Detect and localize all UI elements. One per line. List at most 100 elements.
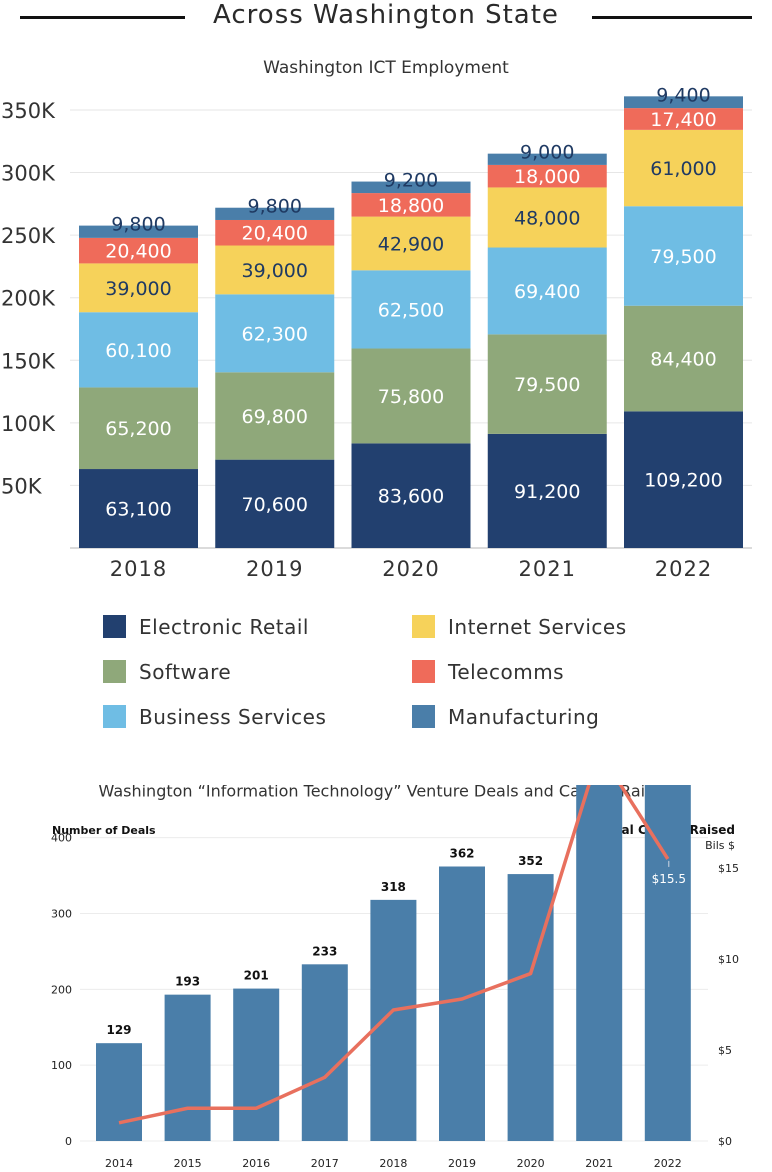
ict-data-label: 9,800: [248, 196, 302, 218]
ict-bar-segment: [487, 164, 607, 188]
venture-bar-label: 129: [106, 1023, 131, 1037]
venture-bar: [439, 866, 485, 1141]
page-title: Across Washington State: [213, 0, 559, 30]
venture-x-tick-label: 2017: [311, 1157, 339, 1170]
venture-bar-label: 318: [381, 880, 406, 894]
ict-data-label: 84,400: [650, 349, 716, 371]
ict-data-label: 109,200: [644, 470, 723, 492]
venture-deals-chart: Washington “Information Technology” Vent…: [51, 785, 739, 1170]
ict-bar-segment: [79, 225, 198, 238]
ict-data-label: 9,800: [111, 214, 165, 236]
ict-legend-item: Software: [103, 660, 231, 684]
ict-bar-segment: [624, 206, 743, 306]
ict-legend-item: Business Services: [103, 705, 326, 729]
ict-legend-label: Manufacturing: [448, 705, 599, 729]
ict-legend-swatch: [103, 615, 126, 638]
venture-bar-label: 193: [175, 975, 200, 989]
ict-y-tick-label: 250K: [1, 224, 56, 248]
venture-x-tick-label: 2018: [379, 1157, 407, 1170]
venture-x-tick-label: 2019: [448, 1157, 476, 1170]
ict-data-label: 20,400: [105, 241, 171, 263]
ict-bar-segment: [79, 312, 198, 388]
ict-bar-segment: [624, 411, 743, 548]
venture-bar: [164, 994, 211, 1141]
ict-bar-segment: [79, 469, 198, 548]
left-y-tick-label: 100: [51, 1059, 72, 1072]
right-y-tick-label: $15: [718, 862, 739, 875]
ict-bar-segment: [487, 247, 607, 335]
ict-chart-title: Washington ICT Employment: [263, 58, 509, 78]
capital-annotation: $15.5: [652, 872, 686, 886]
ict-bar-segment: [487, 433, 607, 548]
ict-legend-swatch: [103, 660, 126, 683]
ict-bar-segment: [624, 96, 743, 109]
venture-bar: [233, 988, 280, 1141]
ict-bar-segment: [351, 443, 471, 548]
ict-y-tick-label: 50K: [1, 474, 43, 498]
ict-legend-swatch: [412, 660, 435, 683]
ict-data-label: 48,000: [514, 207, 580, 229]
page-header: Across Washington State: [0, 0, 772, 40]
ict-bar-segment: [351, 216, 471, 271]
ict-data-label: 69,400: [514, 281, 580, 303]
venture-x-tick-label: 2021: [585, 1157, 613, 1170]
ict-data-label: 69,800: [242, 406, 308, 428]
ict-bar-segment: [487, 153, 607, 165]
ict-data-label: 17,400: [650, 109, 716, 131]
ict-bar-segment: [215, 372, 335, 460]
venture-x-tick-label: 2020: [517, 1157, 545, 1170]
ict-legend-item: Manufacturing: [412, 705, 599, 729]
ict-x-tick-label: 2022: [655, 557, 712, 581]
ict-bar-segment: [215, 294, 335, 373]
ict-legend-swatch: [412, 615, 435, 638]
venture-x-tick-label: 2015: [174, 1157, 202, 1170]
ict-bar-segment: [351, 348, 471, 444]
ict-x-tick-label: 2018: [110, 557, 167, 581]
venture-bar: [576, 785, 623, 1141]
header-rule-right: [592, 16, 752, 19]
ict-data-label: 39,000: [242, 260, 308, 282]
ict-y-tick-label: 300K: [1, 162, 56, 186]
venture-bar: [507, 874, 554, 1141]
ict-bar-segment: [79, 387, 198, 470]
ict-legend-label: Software: [139, 660, 231, 684]
ict-legend-item: Electronic Retail: [103, 615, 309, 639]
venture-bar-label: 233: [312, 944, 337, 958]
ict-bar-segment: [624, 305, 743, 412]
ict-data-label: 18,800: [378, 195, 444, 217]
ict-bar-segment: [215, 207, 335, 220]
ict-legend-item: Telecomms: [412, 660, 564, 684]
ict-data-label: 20,400: [242, 223, 308, 245]
venture-bar-label: 352: [518, 854, 543, 868]
ict-legend-label: Electronic Retail: [139, 615, 309, 639]
ict-bar-segment: [215, 245, 335, 295]
right-y-tick-label: $5: [718, 1044, 732, 1057]
ict-data-label: 61,000: [650, 158, 716, 180]
header-rule-left: [20, 16, 185, 19]
ict-data-label: 79,500: [650, 246, 716, 268]
ict-bar-segment: [487, 187, 607, 248]
ict-bar-segment: [624, 129, 743, 207]
ict-bar-segment: [79, 237, 198, 264]
ict-y-tick-label: 100K: [1, 412, 56, 436]
ict-legend-label: Telecomms: [447, 660, 564, 684]
left-y-tick-label: 200: [51, 983, 72, 996]
ict-data-label: 79,500: [514, 374, 580, 396]
ict-y-tick-label: 200K: [1, 287, 56, 311]
ict-x-tick-label: 2019: [246, 557, 303, 581]
ict-data-label: 83,600: [378, 486, 444, 508]
ict-legend-swatch: [412, 705, 435, 728]
ict-bar-segment: [351, 193, 471, 217]
venture-bar: [96, 1043, 142, 1141]
ict-data-label: 70,600: [242, 494, 308, 516]
venture-bar: [301, 964, 348, 1141]
left-y-tick-label: 400: [51, 832, 72, 845]
ict-data-label: 91,200: [514, 481, 580, 503]
ict-bar-segment: [215, 459, 335, 548]
ict-data-label: 65,200: [105, 418, 171, 440]
ict-data-label: 18,000: [514, 166, 580, 188]
ict-employment-chart: Washington ICT Employment 50K 100K 150K 200K…: [1, 58, 752, 729]
ict-x-tick-label: 2020: [382, 557, 439, 581]
ict-legend-label: Business Services: [139, 705, 326, 729]
venture-bar: [370, 899, 417, 1141]
